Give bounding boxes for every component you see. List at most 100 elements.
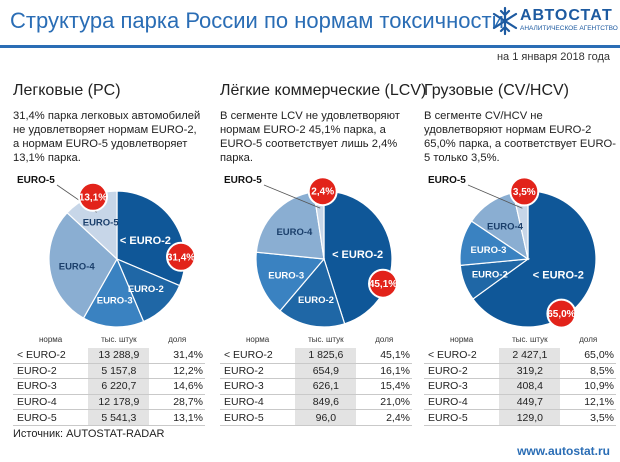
table-row: EURO-3 6 220,7 14,6%	[13, 378, 205, 395]
column-header-norm: норма	[38, 334, 63, 344]
pie-slice-euro-2	[472, 190, 597, 328]
share-cell: 10,9%	[560, 378, 616, 395]
norm-cell: < EURO-2	[13, 348, 89, 364]
count-cell: 654,9	[295, 363, 357, 380]
table-row: EURO-3 408,4 10,9%	[424, 378, 616, 395]
panel-title: Грузовые (CV/HCV)	[424, 82, 569, 99]
pie-slice-euro-4	[255, 191, 325, 260]
column-header-count: тыс. штук	[512, 334, 548, 344]
norm-cell: < EURO-2	[220, 348, 296, 364]
page-title: Структура парка России по нормам токсичн…	[10, 8, 504, 33]
table-row: EURO-4 12 178,9 28,7%	[13, 394, 205, 411]
count-cell: 319,2	[499, 363, 561, 380]
norm-cell: EURO-5	[220, 409, 296, 426]
norm-cell: EURO-2	[13, 363, 89, 380]
count-cell: 6 220,7	[88, 378, 150, 395]
euro5-callout-line	[263, 184, 321, 209]
table-row: < EURO-2 1 825,6 45,1%	[220, 348, 412, 364]
table-row: EURO-3 626,1 15,4%	[220, 378, 412, 395]
norm-cell: EURO-2	[424, 363, 500, 380]
slice-label-euro-4: EURO-4	[59, 261, 96, 272]
share-cell: 12,1%	[560, 394, 616, 411]
pie-chart-lcv: < EURO-2 EURO-2 EURO-3 EURO-4 EURO-5 2,4% 45,1…	[224, 175, 398, 328]
share-cell: 8,5%	[560, 363, 616, 380]
panel-description: 31,4% парка легковых автомобилей не удов…	[13, 110, 201, 164]
norm-cell: EURO-3	[220, 378, 296, 395]
slice-label-euro-2: EURO-2	[298, 295, 334, 306]
count-cell: 1 825,6	[295, 348, 357, 364]
share-badge-euro-5	[509, 176, 540, 207]
table-header-row: норма тыс. штук доля	[13, 330, 205, 348]
logo-subtitle: АНАЛИТИЧЕСКОЕ АГЕНТСТВО	[520, 25, 618, 32]
slice-label-euro-2: EURO-2	[128, 284, 164, 295]
share-cell: 3,5%	[560, 409, 616, 426]
panel-title: Легковые (PC)	[13, 82, 121, 99]
table-row: EURO-5 96,0 2,4%	[220, 409, 412, 426]
norm-cell: EURO-4	[13, 394, 89, 411]
share-badge-text: 65,0%	[547, 309, 575, 320]
norm-cell: < EURO-2	[424, 348, 500, 364]
count-cell: 13 288,9	[88, 348, 150, 364]
table-row: < EURO-2 2 427,1 65,0%	[424, 348, 616, 364]
share-badge-euro-2	[368, 268, 398, 299]
norm-cell: EURO-3	[13, 378, 89, 395]
column-header-share: доля	[375, 334, 394, 344]
share-badge-euro-2	[166, 241, 196, 272]
share-badge-euro-5	[78, 181, 108, 212]
share-cell: 12,2%	[149, 363, 205, 380]
count-cell: 5 541,3	[88, 409, 150, 426]
count-cell: 449,7	[499, 394, 561, 411]
panel-lcv: Лёгкие коммерческие (LCV) В сегменте LCV…	[220, 72, 426, 426]
slice-label-euro-3: EURO-3	[268, 270, 304, 281]
logo-name: АВТОСТАТ	[520, 7, 613, 24]
norm-cell: EURO-4	[220, 394, 296, 411]
share-badge-text: 13,1%	[79, 192, 107, 203]
norm-cell: EURO-4	[424, 394, 500, 411]
slice-label-euro-3: EURO-3	[471, 245, 507, 256]
norm-cell: EURO-3	[424, 378, 500, 395]
slice-label-euro-2: EURO-2	[472, 269, 508, 280]
count-cell: 408,4	[499, 378, 561, 395]
header: Структура парка России по нормам токсичн…	[0, 0, 620, 42]
panel-title: Лёгкие коммерческие (LCV)	[220, 82, 427, 99]
slice-label-euro-4: EURO-4	[487, 221, 524, 232]
pie-slice-euro-3	[82, 257, 145, 328]
site-link[interactable]: www.autostat.ru	[517, 444, 610, 458]
euro5-callout-label: EURO-5	[428, 175, 466, 186]
table-row: EURO-5 5 541,3 13,1%	[13, 409, 205, 426]
count-cell: 2 427,1	[499, 348, 561, 364]
slice-label-euro-2: < EURO-2	[120, 235, 171, 247]
share-cell: 21,0%	[356, 394, 412, 411]
pie-slice-euro-4	[48, 211, 118, 319]
share-badge-text: 45,1%	[369, 279, 397, 290]
column-header-count: тыс. штук	[308, 334, 344, 344]
panel-description: В сегменте CV/HCV не удовлетворяют норма…	[424, 110, 616, 164]
table-row: EURO-2 5 157,8 12,2%	[13, 363, 205, 380]
panel-cv: Грузовые (CV/HCV) В сегменте CV/HCV не у…	[424, 72, 616, 426]
share-cell: 14,6%	[149, 378, 205, 395]
panel-pc: Легковые (PC) 31,4% парка легковых автом…	[13, 72, 205, 426]
share-badge-text: 3,5%	[513, 187, 536, 198]
column-header-count: тыс. штук	[101, 334, 137, 344]
share-badge-euro-5	[307, 176, 338, 207]
norm-cell: EURO-5	[424, 409, 500, 426]
share-cell: 65,0%	[560, 348, 616, 364]
share-cell: 31,4%	[149, 348, 205, 364]
share-badge-text: 31,4%	[167, 252, 195, 263]
norm-cell: EURO-2	[220, 363, 296, 380]
pie-chart-cv: < EURO-2 EURO-2 EURO-3 EURO-4 EURO-5 3,5% 65,0…	[428, 175, 597, 329]
table-row: EURO-2 654,9 16,1%	[220, 363, 412, 380]
euro5-callout-label: EURO-5	[224, 175, 262, 186]
data-table-lcv: норма тыс. штук доля < EURO-2 1 825,6 45,1% EU…	[220, 330, 412, 426]
euro5-callout-line	[467, 184, 523, 209]
autostat-logo[interactable]: АВТОСТАТ АНАЛИТИЧЕСКОЕ АГЕНТСТВО	[492, 3, 618, 39]
data-table-cv: норма тыс. штук доля < EURO-2 2 427,1 65,0% EU…	[424, 330, 616, 426]
share-cell: 13,1%	[149, 409, 205, 426]
share-cell: 15,4%	[356, 378, 412, 395]
column-header-share: доля	[579, 334, 598, 344]
count-cell: 626,1	[295, 378, 357, 395]
share-badge-text: 2,4%	[311, 187, 334, 198]
count-cell: 129,0	[499, 409, 561, 426]
source-note: Источник: AUTOSTAT-RADAR	[13, 428, 165, 440]
pie-slice-euro-3	[255, 251, 326, 312]
